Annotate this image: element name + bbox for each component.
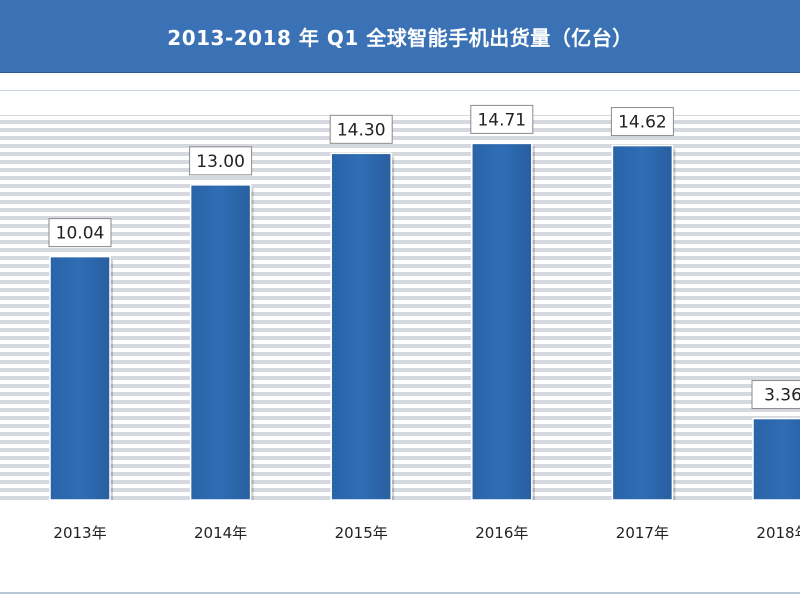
x-tick-label: 2015年 xyxy=(335,524,388,542)
value-label: 14.30 xyxy=(337,120,386,140)
bar xyxy=(189,184,252,501)
value-label: 3.36 xyxy=(764,386,800,406)
value-label: 14.62 xyxy=(618,113,667,133)
x-tick-label: 2013年 xyxy=(53,524,106,542)
value-label-box xyxy=(329,114,393,144)
value-label-box xyxy=(470,104,534,134)
x-tick-label: 2017年 xyxy=(616,524,669,542)
value-label: 13.00 xyxy=(196,152,245,172)
x-tick-label: 2014年 xyxy=(194,524,247,542)
bar xyxy=(611,144,674,501)
bar xyxy=(752,417,800,501)
bar xyxy=(49,255,111,501)
value-label: 10.04 xyxy=(56,224,105,244)
value-label-box xyxy=(751,380,800,410)
plot-area xyxy=(0,115,800,500)
chart-title-bar: 2013-2018 年 Q1 全球智能手机出货量（亿台） xyxy=(0,0,800,73)
plot-frame xyxy=(0,90,800,596)
value-label-box xyxy=(189,146,253,176)
value-label: 14.71 xyxy=(477,110,526,130)
bottom-divider xyxy=(0,592,800,594)
chart-title: 2013-2018 年 Q1 全球智能手机出货量（亿台） xyxy=(167,25,633,50)
x-tick-label: 2016年 xyxy=(475,524,528,542)
bar xyxy=(330,152,392,501)
value-label-box xyxy=(48,218,112,248)
bar xyxy=(471,142,533,501)
value-label-box xyxy=(610,107,674,137)
